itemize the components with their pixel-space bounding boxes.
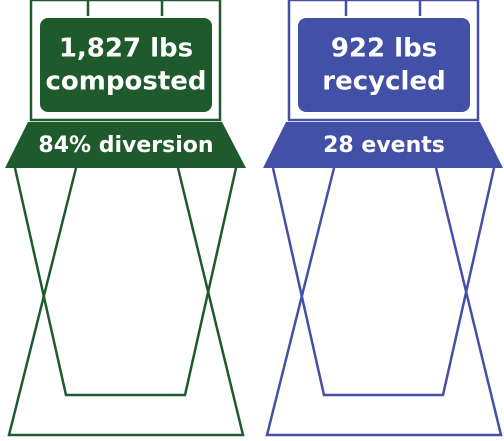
amount: 922 lbs [331,34,437,64]
label-box [298,18,470,112]
amount: 1,827 lbs [59,34,193,64]
label-box [40,18,212,112]
label: recycled [322,67,445,97]
band [5,122,246,168]
band [263,122,503,168]
label: composted [46,67,207,97]
bin-leg [265,167,503,437]
bin-leg [271,167,496,397]
bin-frame [287,0,480,122]
recycle-bin: 922 lbs recycled 28 events [263,0,503,437]
bin-leg [13,167,238,397]
band-text: 84% diversion [38,133,213,158]
compost-bin: 1,827 lbs composted 84% diversion [5,0,246,437]
bin-leg [7,167,245,437]
bin-frame [29,0,222,122]
band-text: 28 events [323,133,445,158]
